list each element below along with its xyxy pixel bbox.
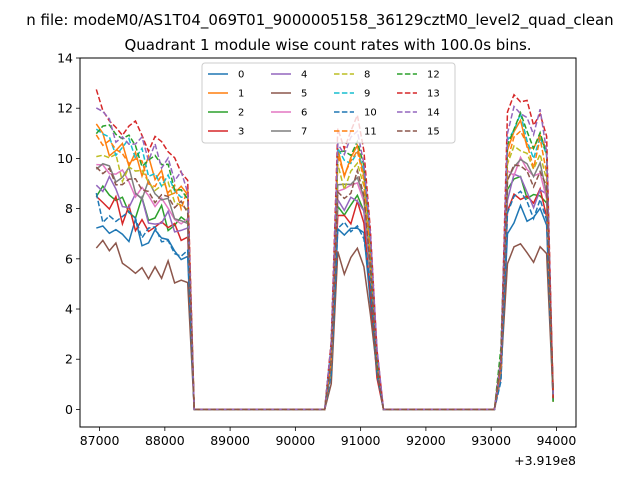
y-tick-label: 0 xyxy=(65,402,73,417)
series-line-14 xyxy=(95,104,554,411)
legend-label-6: 6 xyxy=(301,108,307,119)
legend-label-4: 4 xyxy=(301,70,307,81)
y-tick-label: 14 xyxy=(57,51,73,66)
y-tick-label: 2 xyxy=(65,352,73,367)
y-axis: 0 2 4 6 8 10 12 14 xyxy=(57,51,80,417)
series-line-11 xyxy=(95,129,554,411)
x-tick-label: 91000 xyxy=(341,433,381,448)
x-tick-label: 92000 xyxy=(406,433,446,448)
x-offset-label: +3.919e8 xyxy=(514,453,576,468)
axes-frame xyxy=(79,57,577,428)
legend-label-10: 10 xyxy=(364,108,377,119)
x-tick-label: 90000 xyxy=(275,433,315,448)
legend-label-0: 0 xyxy=(238,70,244,81)
series-line-15 xyxy=(95,164,554,411)
legend-label-13: 13 xyxy=(427,89,440,100)
x-axis: 87000 88000 89000 90000 91000 92000 93000 94000 xyxy=(80,427,577,448)
legend-label-12: 12 xyxy=(427,70,440,81)
legend-label-11: 11 xyxy=(364,127,377,138)
legend-box xyxy=(201,62,456,144)
x-tick-label: 88000 xyxy=(145,433,185,448)
legend-label-7: 7 xyxy=(301,127,307,138)
x-tick-label: 94000 xyxy=(537,433,577,448)
x-tick-label: 87000 xyxy=(80,433,120,448)
legend-label-14: 14 xyxy=(427,108,440,119)
series-group xyxy=(95,89,554,411)
y-tick-label: 4 xyxy=(65,302,73,317)
y-tick-label: 6 xyxy=(65,251,73,266)
legend-label-9: 9 xyxy=(364,89,370,100)
x-tick-label: 93000 xyxy=(471,433,511,448)
series-line-10 xyxy=(95,190,554,411)
y-tick-label: 8 xyxy=(65,201,73,216)
legend-label-3: 3 xyxy=(238,127,244,138)
legend-label-2: 2 xyxy=(238,108,244,119)
legend-label-1: 1 xyxy=(238,89,244,100)
y-tick-label: 12 xyxy=(57,101,73,116)
series-line-9 xyxy=(95,111,554,411)
legend-label-15: 15 xyxy=(427,127,440,138)
chart-title: Quadrant 1 module wise count rates with … xyxy=(124,36,531,54)
figure-suptitle: n file: modeM0/AS1T04_069T01_9000005158_… xyxy=(26,11,613,30)
legend-label-8: 8 xyxy=(364,70,370,81)
x-tick-label: 89000 xyxy=(210,433,250,448)
y-tick-label: 10 xyxy=(57,151,73,166)
legend-label-5: 5 xyxy=(301,89,307,100)
